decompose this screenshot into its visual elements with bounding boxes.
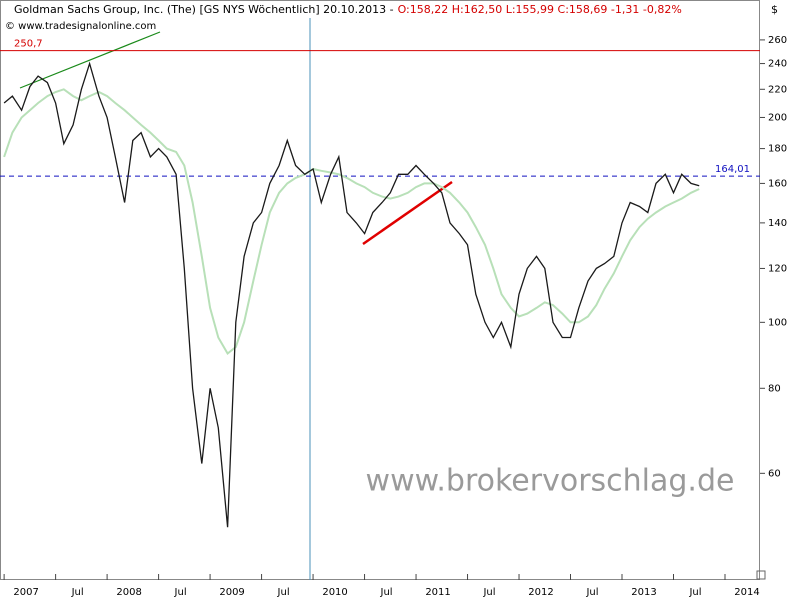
quote: O:158,22 H:162,50 L:155,99 C:158,69 -1,3…	[398, 3, 682, 16]
x-tick-label: Jul	[482, 587, 495, 598]
x-tick-label: Jul	[380, 587, 393, 598]
price-line	[3, 61, 700, 528]
y-tick-label: 220	[768, 84, 787, 95]
trend-line	[19, 31, 161, 89]
y-tick-label: 160	[768, 178, 787, 189]
chart-title: Goldman Sachs Group, Inc. (The) [GS NYS …	[14, 3, 394, 16]
resize-box	[756, 570, 766, 580]
trend-line	[362, 180, 453, 246]
y-tick-label: 80	[768, 383, 781, 394]
currency: $	[771, 3, 778, 16]
x-tick-label: Jul	[688, 587, 701, 598]
x-tick-label: Jul	[174, 587, 187, 598]
x-tick-label: 2013	[631, 587, 656, 598]
x-tick-label: Jul	[71, 587, 84, 598]
x-tick-label: Jul	[585, 587, 598, 598]
price-line	[3, 88, 700, 356]
y-tick-label: 180	[768, 144, 787, 155]
x-tick-label: 2008	[116, 587, 141, 598]
x-tick-label: 2009	[219, 587, 244, 598]
y-tick-label: 260	[768, 35, 787, 46]
y-tick-label: 100	[768, 317, 787, 328]
x-tick-label: 2007	[13, 587, 38, 598]
y-tick-label: 140	[768, 218, 787, 229]
x-tick-label: 2012	[528, 587, 553, 598]
y-tick-label: 200	[768, 112, 787, 123]
plot-frame	[0, 0, 760, 580]
x-tick-label: 2014	[734, 587, 759, 598]
watermark: www.brokervorschlag.de	[366, 464, 735, 499]
reference-label: 250,7	[14, 39, 43, 50]
x-tick-label: Jul	[277, 587, 290, 598]
x-tick-label: 2011	[425, 587, 450, 598]
y-tick-label: 240	[768, 59, 787, 70]
reference-label: 164,01	[715, 164, 750, 175]
source: © www.tradesignalonline.com	[5, 21, 156, 32]
y-tick-label: 60	[768, 468, 781, 479]
y-tick-label: 120	[768, 263, 787, 274]
x-tick-label: 2010	[322, 587, 347, 598]
